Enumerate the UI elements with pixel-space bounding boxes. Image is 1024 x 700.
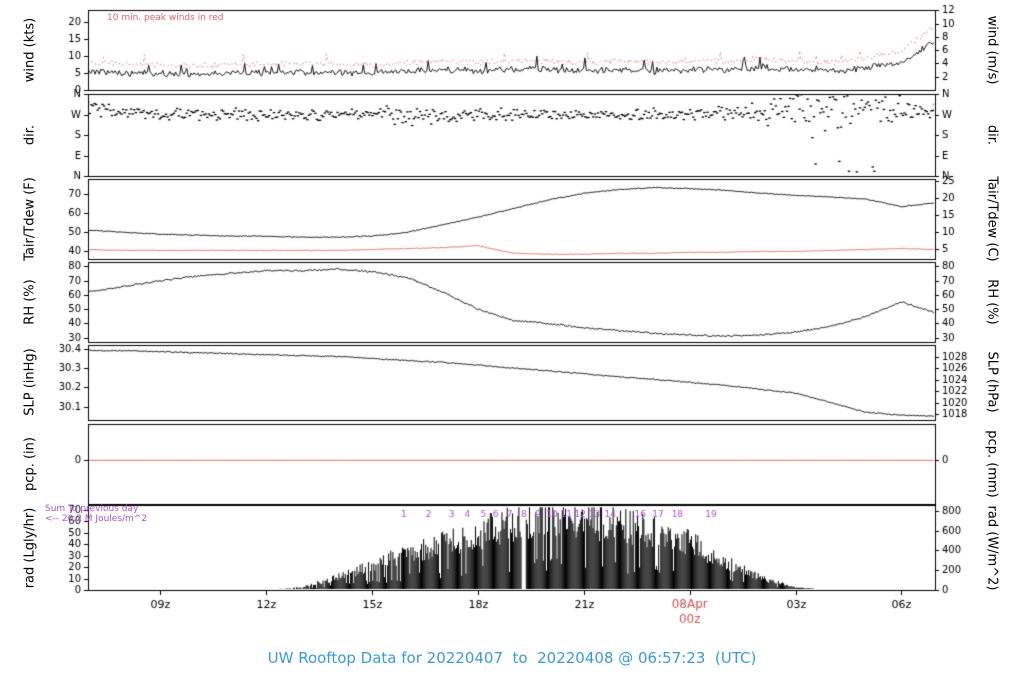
y-axis-label-dir-right: dir. bbox=[984, 124, 1000, 146]
y-axis-label-rad-left: rad (Lgly/hr) bbox=[22, 507, 38, 589]
y-axis-label-temp-left: Tair/Tdew (F) bbox=[22, 177, 38, 261]
chart-title: UW Rooftop Data for 20220407 to 20220408… bbox=[267, 649, 757, 667]
radiation-sum-value: <-- 20.2 M Joules/m^2 bbox=[45, 514, 148, 524]
radiation-sum-note: Sum To previous day bbox=[45, 504, 139, 514]
y-axis-label-rh-right: RH (%) bbox=[984, 279, 1000, 325]
y-axis-label-dir-left: dir. bbox=[22, 124, 38, 146]
y-axis-label-rh-left: RH (%) bbox=[22, 279, 38, 325]
y-axis-label-wind-left: wind (kts) bbox=[22, 17, 38, 83]
y-axis-label-slp-right: SLP (hPa) bbox=[984, 351, 1000, 413]
peak-winds-note: 10 min. peak winds in red bbox=[107, 13, 224, 23]
y-axis-label-pcp-left: pcp. (in) bbox=[22, 437, 38, 491]
y-axis-label-temp-right: Tair/Tdew (C) bbox=[984, 176, 1000, 262]
y-axis-label-rad-right: rad (W/m^2) bbox=[984, 505, 1000, 591]
y-axis-label-pcp-right: pcp. (mm) bbox=[984, 430, 1000, 498]
y-axis-label-slp-left: SLP (inHg) bbox=[22, 348, 38, 416]
y-axis-label-wind-right: wind (m/s) bbox=[984, 15, 1000, 85]
